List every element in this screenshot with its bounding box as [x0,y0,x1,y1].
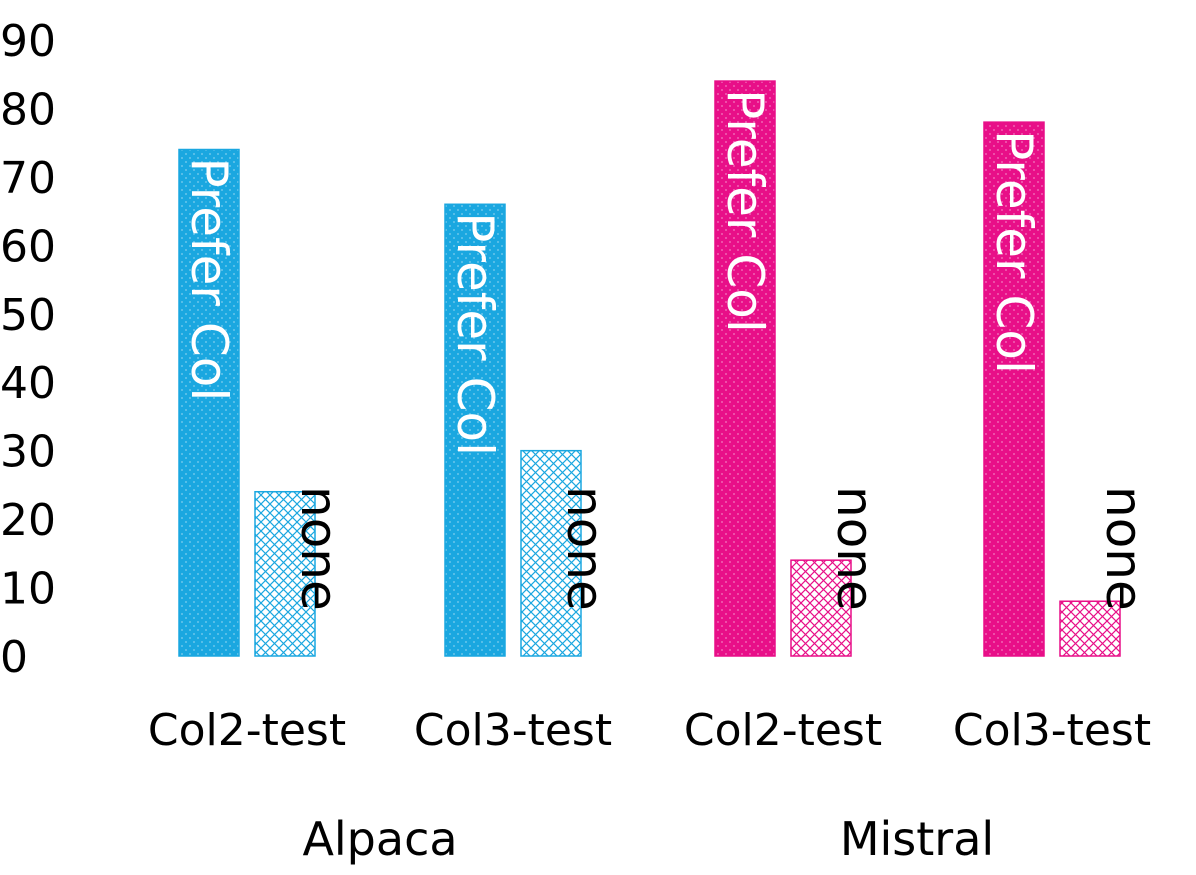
bar-series: Prefer Col none Prefer Col none Prefer Col no… [178,80,1153,657]
bar-prefer-col [714,80,776,657]
bar-none [1059,600,1121,657]
bar-label-none: none [556,486,614,611]
bar-none [790,559,852,657]
bar-label-prefer-col: Prefer Col [716,89,774,333]
y-tick-label: 10 [0,564,56,615]
category-label: Col3-test [414,705,612,756]
y-axis: 0 10 20 30 40 50 60 70 80 90 [0,16,56,683]
category-labels: Col2-test Col3-test Col2-test Col3-test [148,705,1151,756]
bar-prefer-col [983,121,1045,657]
bar-label-none: none [290,486,348,611]
y-tick-label: 30 [0,427,56,478]
group-labels: Alpaca Mistral [302,812,994,866]
y-tick-label: 20 [0,495,56,546]
bar-label-prefer-col: Prefer Col [446,212,504,456]
category-label: Col2-test [684,705,882,756]
y-tick-label: 80 [0,84,56,135]
group-label-alpaca: Alpaca [302,812,457,866]
y-tick-label: 40 [0,358,56,409]
bar-label-prefer-col: Prefer Col [180,158,238,402]
y-tick-label: 70 [0,153,56,204]
y-tick-label: 50 [0,290,56,341]
bar-label-none: none [826,486,884,611]
bar-none [254,490,316,657]
y-tick-label: 60 [0,221,56,272]
bar-prefer-col [178,148,240,657]
y-tick-label: 0 [0,632,28,683]
category-label: Col3-test [953,705,1151,756]
y-tick-label: 90 [0,16,56,67]
group-label-mistral: Mistral [840,812,994,866]
bar-label-none: none [1095,486,1153,611]
bar-none [520,449,582,657]
bar-label-prefer-col: Prefer Col [985,130,1043,374]
category-label: Col2-test [148,705,346,756]
bar-prefer-col [444,203,506,657]
